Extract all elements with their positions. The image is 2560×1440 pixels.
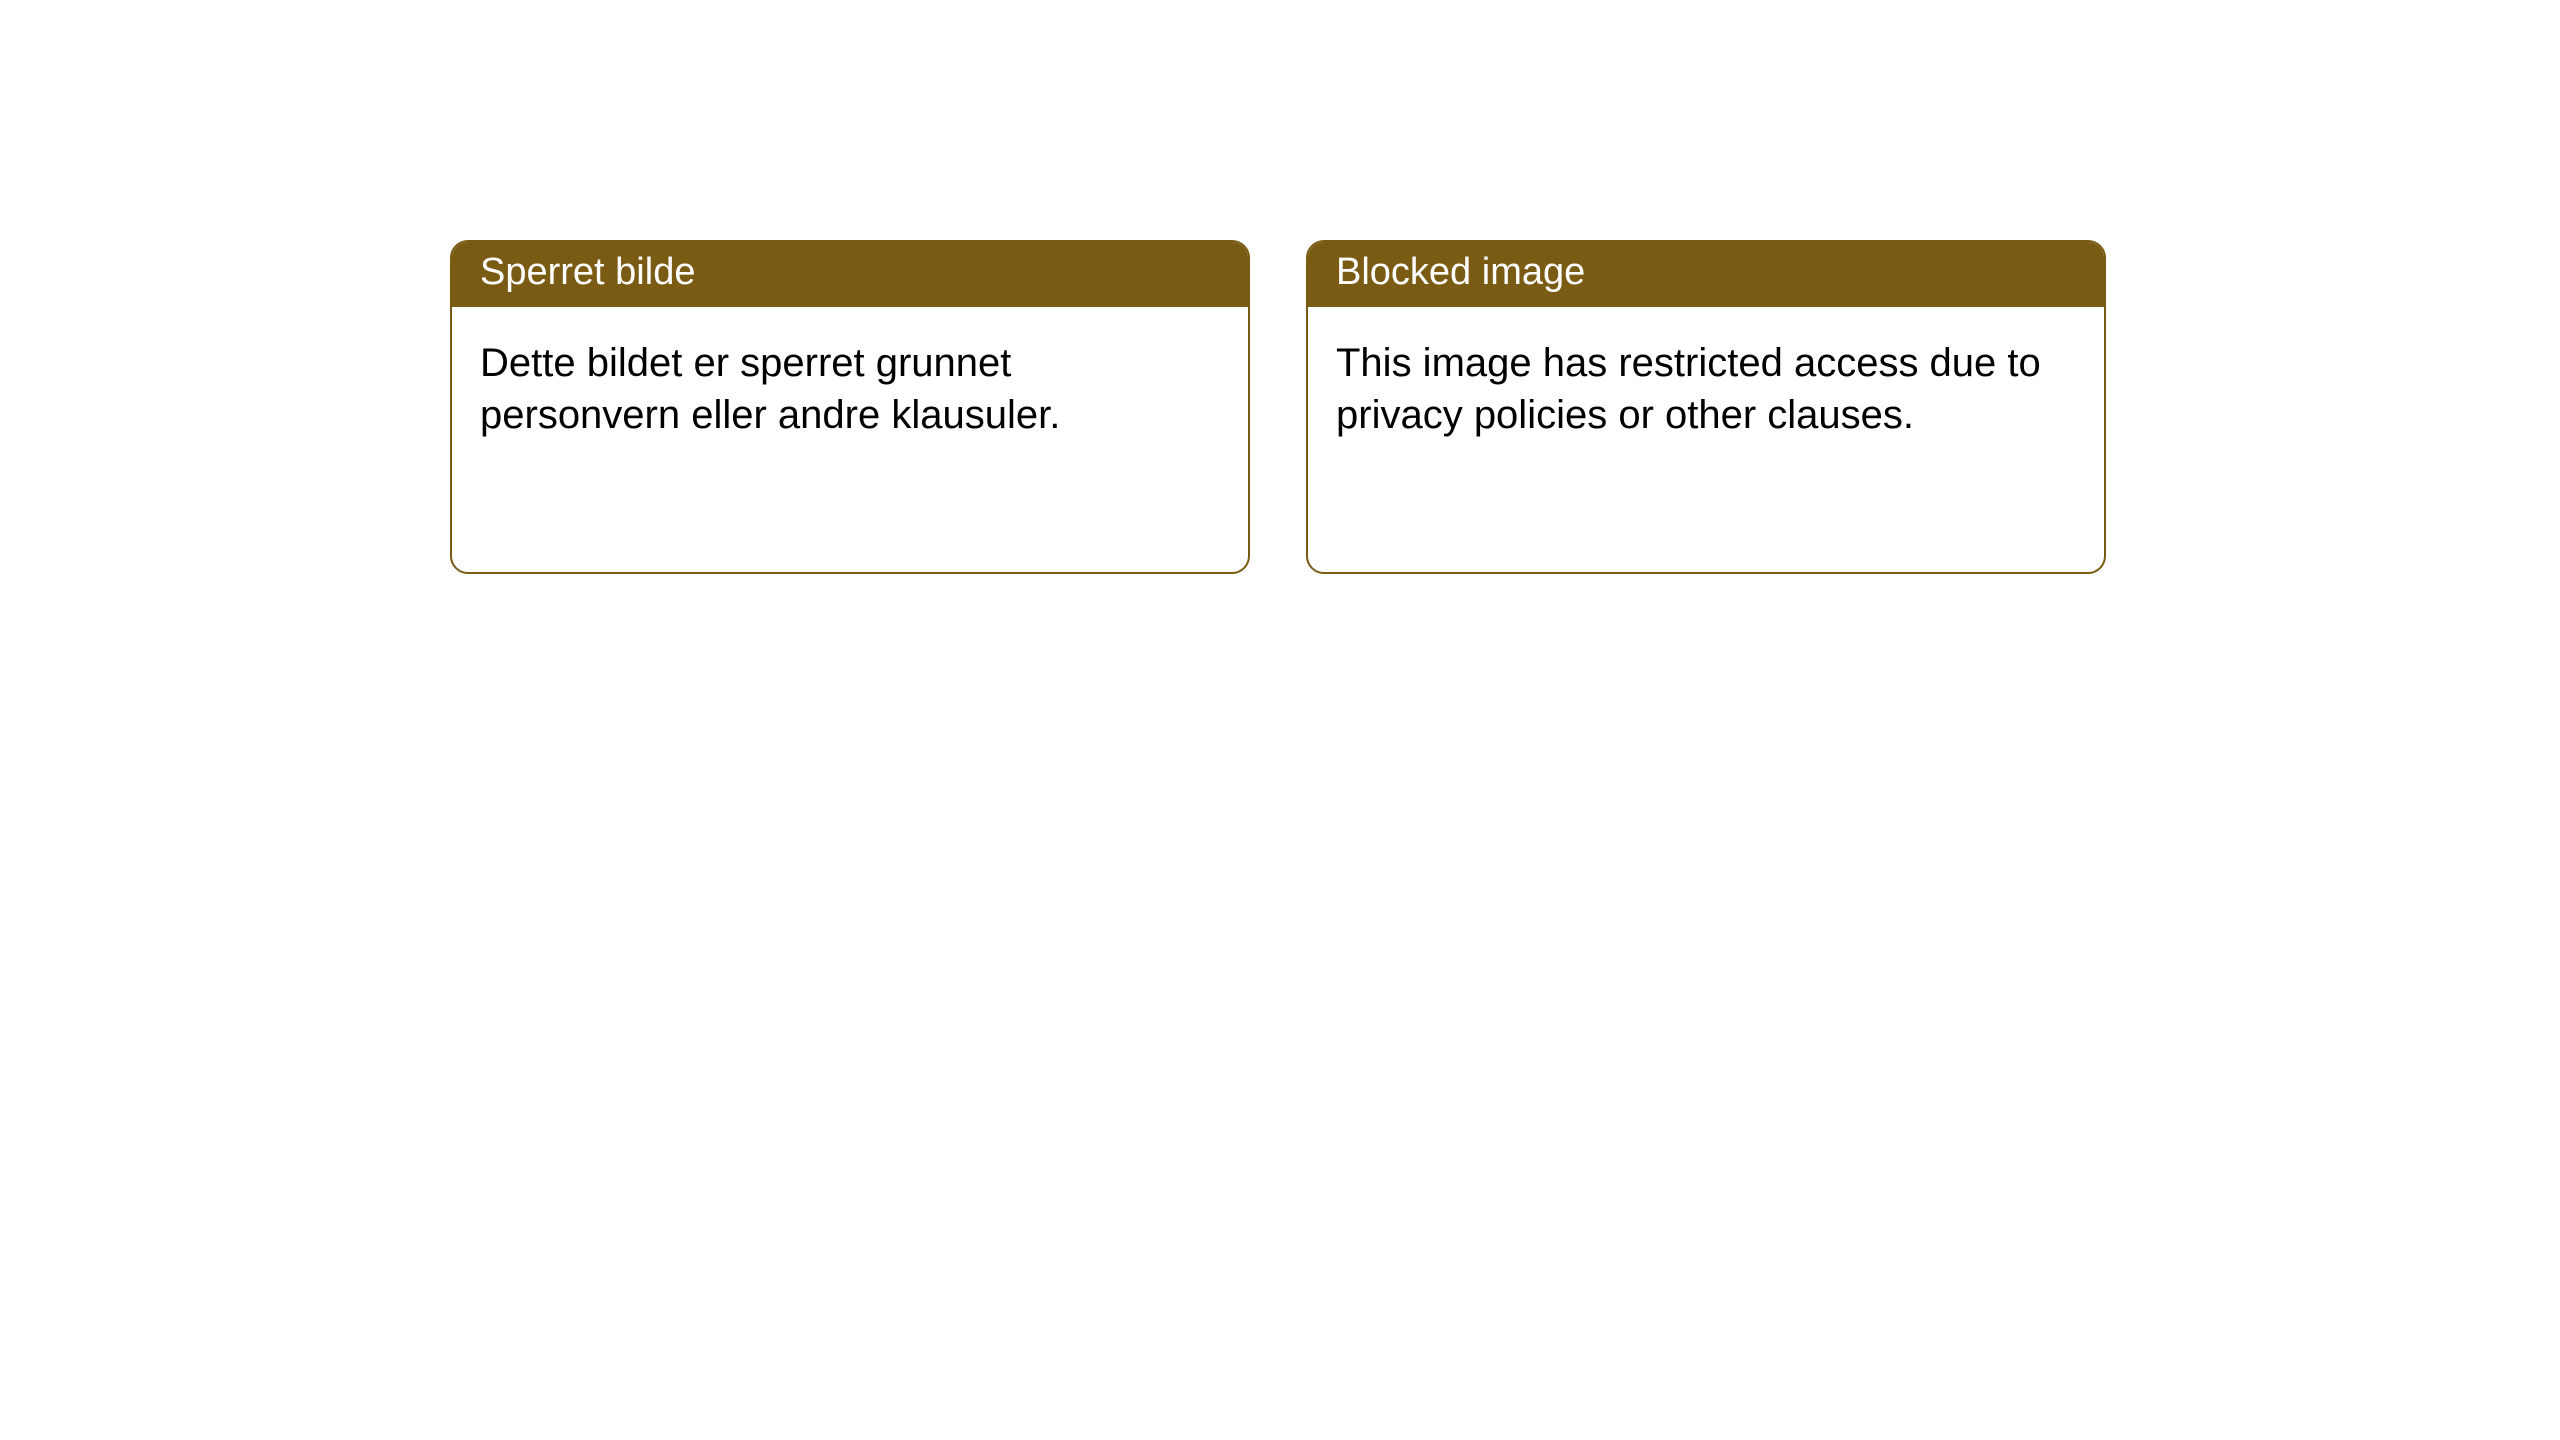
card-title: Blocked image <box>1336 251 1585 293</box>
card-body: This image has restricted access due to … <box>1308 307 2104 471</box>
blocked-image-card-no: Sperret bilde Dette bildet er sperret gr… <box>450 240 1250 574</box>
card-header: Sperret bilde <box>452 242 1248 307</box>
card-title: Sperret bilde <box>480 251 695 293</box>
card-header: Blocked image <box>1308 242 2104 307</box>
notice-cards-container: Sperret bilde Dette bildet er sperret gr… <box>450 240 2106 574</box>
card-body-text: This image has restricted access due to … <box>1336 341 2041 437</box>
card-body-text: Dette bildet er sperret grunnet personve… <box>480 341 1060 437</box>
blocked-image-card-en: Blocked image This image has restricted … <box>1306 240 2106 574</box>
card-body: Dette bildet er sperret grunnet personve… <box>452 307 1248 471</box>
